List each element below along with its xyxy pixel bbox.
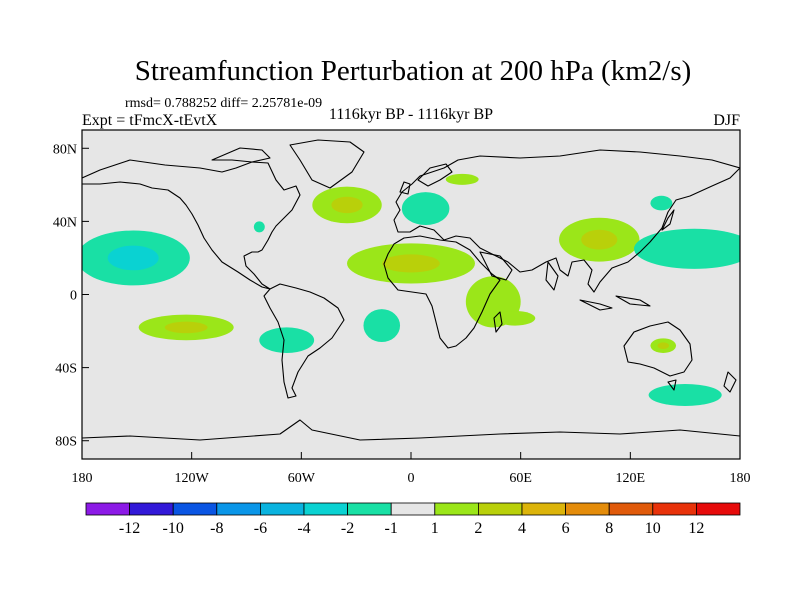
colorbar-box-5 <box>303 502 348 516</box>
colorbar-box-7 <box>390 502 436 516</box>
anomaly-contour-15-level-0 <box>648 384 722 406</box>
y-tick-label-2: 0 <box>70 289 77 304</box>
colorbar-label-4: -4 <box>297 520 310 537</box>
chart-title: Streamfunction Perturbation at 200 hPa (… <box>135 55 692 87</box>
x-tick-label-5: 120E <box>616 471 646 486</box>
plot-background <box>82 130 740 459</box>
y-tick-label-0: 80N <box>53 142 77 157</box>
subtitle-right: DJF <box>713 112 740 129</box>
anomaly-contour-9-level-0 <box>495 310 536 326</box>
colorbar-box-6 <box>347 502 392 516</box>
anomaly-contour-10-level-0 <box>445 173 479 185</box>
anomaly-contour-13-level-0 <box>650 195 673 211</box>
colorbar-label-5: -2 <box>341 520 354 537</box>
colorbar-label-9: 4 <box>518 520 526 537</box>
subtitle-left: Expt = tFmcX-tEvtX <box>82 112 218 129</box>
colorbar-box-1 <box>129 502 174 516</box>
colorbar-box-8 <box>434 502 479 516</box>
colorbar-label-2: -8 <box>210 520 223 537</box>
x-tick-label-2: 60W <box>288 471 316 486</box>
anomaly-contour-11-level-1 <box>581 229 618 250</box>
anomaly-contour-5-level-0 <box>363 309 401 343</box>
anomaly-contour-4-level-1 <box>331 196 363 214</box>
colorbar-box-10 <box>521 502 566 516</box>
anomaly-contour-0-level-1 <box>107 245 159 271</box>
subtitle-center: 1116kyr BP - 1116kyr BP <box>329 106 493 123</box>
colorbar-label-11: 8 <box>605 520 613 537</box>
coastlines <box>82 139 740 441</box>
y-tick-label-1: 40N <box>53 215 77 230</box>
x-tick-label-4: 60E <box>509 471 532 486</box>
y-tick-label-3: 40S <box>55 362 77 377</box>
anomaly-contour-12-level-0 <box>634 228 740 269</box>
colorbar-box-11 <box>565 502 610 516</box>
axis-layer: 180 120W 60W 0 60E 120E 180 80N 40N 0 40S 80S <box>53 142 751 486</box>
stats-text: rmsd= 0.788252 diff= 2.25781e-09 <box>125 96 322 111</box>
colorbar: -12 -10 -8 -6 -4 -2 -1 1 2 4 6 8 10 12 <box>85 502 741 537</box>
colorbar-box-3 <box>216 502 261 516</box>
colorbar-label-3: -6 <box>254 520 267 537</box>
y-tick-label-4: 80S <box>55 435 77 450</box>
colorbar-label-7: 1 <box>431 520 439 537</box>
colorbar-box-12 <box>608 502 654 516</box>
colorbar-label-13: 12 <box>688 520 704 537</box>
colorbar-box-14 <box>696 502 741 516</box>
colorbar-label-6: -1 <box>385 520 398 537</box>
anomaly-contour-3-level-0 <box>253 221 265 233</box>
anomaly-contour-1-level-1 <box>164 321 208 334</box>
anomaly-contour-14-level-1 <box>657 342 669 349</box>
colorbar-label-0: -12 <box>119 520 140 537</box>
x-tick-label-1: 120W <box>175 471 210 486</box>
anomaly-contour-2-level-0 <box>259 327 315 353</box>
colorbar-label-10: 6 <box>562 520 570 537</box>
colorbar-label-12: 10 <box>645 520 661 537</box>
anomaly-layer <box>82 173 740 406</box>
colorbar-box-9 <box>477 502 523 516</box>
colorbar-label-8: 2 <box>474 520 482 537</box>
anomaly-contour-6-level-0 <box>401 192 450 226</box>
anomaly-contour-7-level-1 <box>382 254 440 273</box>
colorbar-box-4 <box>259 502 305 516</box>
x-tick-label-3: 0 <box>408 471 415 486</box>
colorbar-box-2 <box>172 502 218 516</box>
colorbar-box-0 <box>85 502 130 516</box>
x-tick-label-6: 180 <box>730 471 751 486</box>
x-tick-label-0: 180 <box>72 471 93 486</box>
colorbar-label-1: -10 <box>163 520 184 537</box>
colorbar-box-13 <box>652 502 697 516</box>
